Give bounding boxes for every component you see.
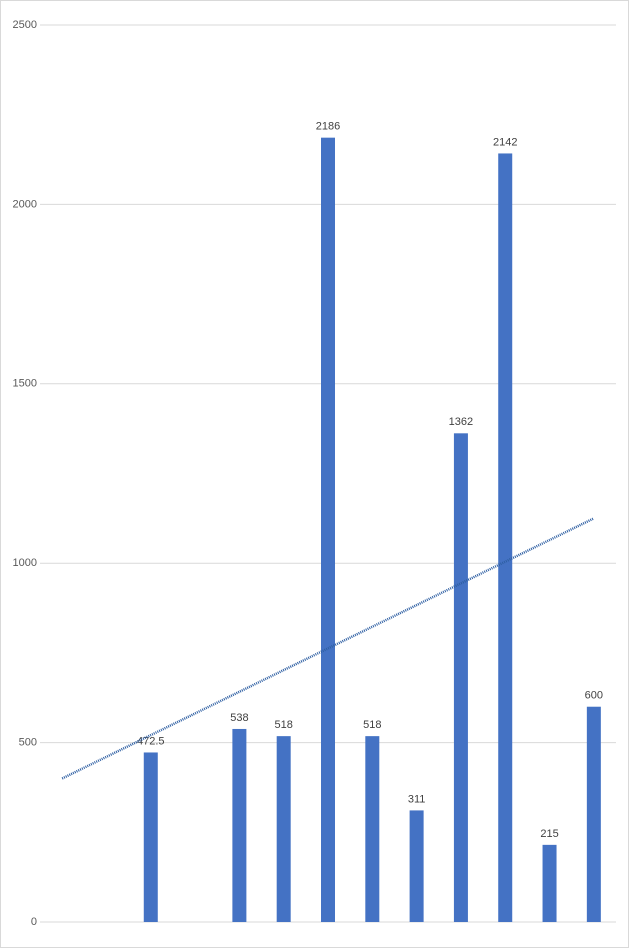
data-label: 472.5 (137, 735, 165, 747)
bar (453, 433, 468, 922)
bar (321, 137, 335, 922)
data-label: 518 (275, 719, 293, 731)
data-label: 2142 (493, 136, 517, 148)
data-label: 600 (585, 690, 603, 702)
data-label: 311 (408, 793, 426, 805)
y-tick-label: 500 (19, 737, 37, 749)
y-tick-label: 0 (31, 916, 37, 928)
data-label: 2186 (316, 121, 340, 133)
y-tick-label: 1500 (13, 378, 37, 390)
data-label: 538 (230, 712, 248, 724)
trendline (61, 517, 595, 780)
data-label: 1362 (449, 416, 473, 428)
y-tick-label: 2000 (13, 198, 37, 210)
bar (542, 844, 557, 922)
y-tick-label: 1000 (13, 557, 37, 569)
bar (232, 728, 247, 922)
bar (586, 706, 601, 922)
data-label: 215 (540, 828, 558, 840)
bar (365, 736, 380, 922)
bar (143, 752, 158, 922)
bar (409, 810, 424, 922)
data-label: 518 (363, 719, 381, 731)
bar (276, 736, 291, 922)
bar (498, 153, 513, 923)
y-tick-label: 2500 (13, 19, 37, 31)
